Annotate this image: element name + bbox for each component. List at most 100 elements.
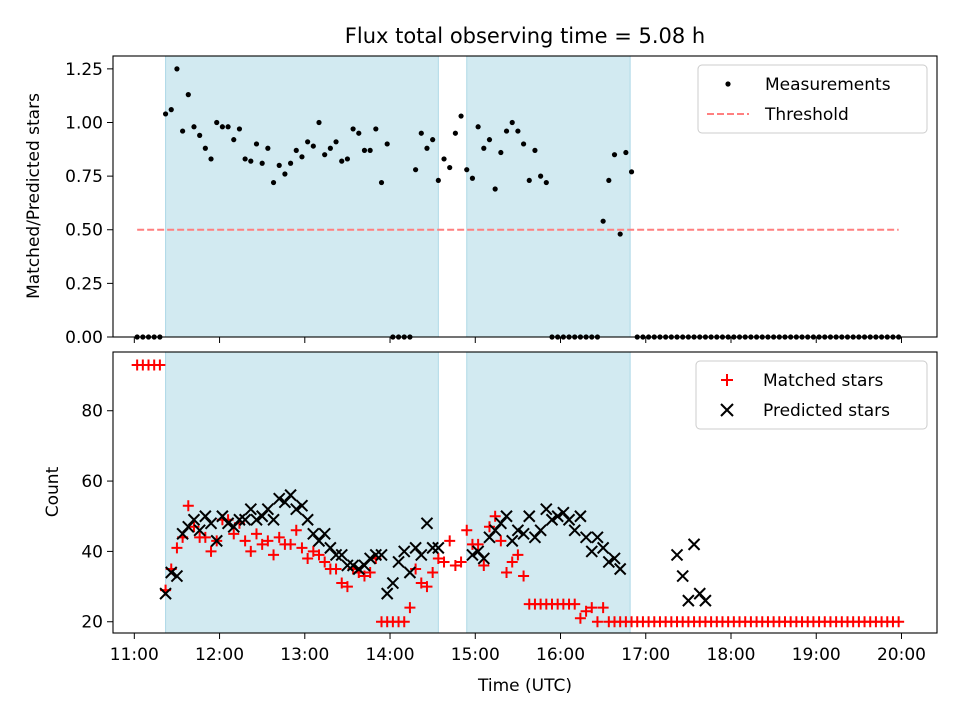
x-tick-label: 17:00	[621, 645, 670, 665]
predicted-point	[187, 513, 201, 526]
matched-point	[336, 577, 348, 589]
predicted-point	[380, 587, 394, 600]
measurement-point	[214, 119, 220, 126]
top-shaded-intervals	[165, 55, 631, 338]
measurement-point	[600, 218, 606, 224]
measurement-point	[447, 164, 453, 171]
matched-point	[245, 545, 257, 557]
measurement-point	[628, 169, 635, 175]
measurement-point	[333, 139, 339, 145]
measurement-point	[617, 231, 623, 237]
top-panel: 0.00 0.25 0.50 0.75 1.00 1.25 Matched/Predict…	[24, 55, 938, 348]
measurement-point	[515, 128, 521, 134]
measurement-point	[475, 124, 481, 130]
matched-point	[404, 602, 416, 614]
measurement-point	[310, 143, 316, 149]
predicted-point	[403, 566, 417, 579]
top-legend-box	[697, 64, 928, 134]
legend-matched-marker	[721, 374, 733, 386]
predicted-point	[295, 499, 309, 512]
matched-point	[483, 521, 495, 533]
measurement-point	[202, 145, 208, 151]
predicted-point	[290, 502, 303, 516]
matched-point	[415, 577, 427, 589]
matched-point	[262, 535, 274, 547]
predicted-point	[517, 527, 530, 541]
predicted-point	[250, 513, 263, 526]
x-tick-label: 13:00	[280, 645, 329, 665]
shaded-interval-1	[165, 55, 439, 338]
matched-point	[432, 552, 444, 564]
measurement-point	[350, 126, 356, 132]
measurement-point	[520, 141, 527, 147]
matched-point	[188, 521, 200, 533]
predicted-point	[170, 569, 184, 583]
y-tick-label: 80	[81, 402, 103, 422]
top-plot-frame	[112, 55, 938, 338]
measurement-point	[509, 119, 515, 126]
predicted-point	[352, 562, 365, 576]
bottom-legend-box	[695, 360, 928, 430]
bottom-series-layer	[131, 359, 905, 628]
measurement-point	[225, 124, 231, 130]
measurement-point	[276, 162, 282, 168]
y-tick-label: 0.25	[65, 274, 103, 294]
matched-point	[250, 528, 262, 540]
bottom-legend: Matched stars Predicted stars	[695, 360, 928, 430]
measurement-point	[185, 92, 191, 98]
bottom-y-axis: 20 40 60 80	[81, 402, 113, 633]
measurement-point	[384, 141, 390, 147]
matched-point	[574, 612, 586, 624]
predicted-point	[261, 502, 275, 516]
top-x-ticks	[133, 337, 902, 343]
measurement-point	[538, 173, 544, 179]
measurement-point	[236, 126, 243, 132]
predicted-point	[562, 513, 576, 526]
predicted-point	[477, 552, 491, 565]
matched-point	[199, 531, 211, 543]
matched-point	[506, 556, 518, 568]
measurement-point	[430, 137, 436, 143]
legend-predicted-label: Predicted stars	[763, 401, 890, 421]
matched-point	[239, 535, 251, 547]
matched-point	[893, 616, 905, 628]
top-legend: Measurements Threshold	[697, 64, 928, 134]
predicted-point	[341, 559, 354, 572]
predicted-point	[506, 534, 519, 548]
predicted-point	[540, 502, 553, 516]
predicted-point	[301, 513, 314, 526]
measurement-point	[606, 177, 612, 184]
predicted-point	[426, 541, 439, 555]
measurement-point	[339, 158, 345, 164]
matched-point	[597, 602, 609, 614]
shaded-interval-2	[466, 55, 631, 338]
predicted-point	[238, 513, 252, 526]
y-tick-label: 1.25	[65, 60, 103, 80]
predicted-point	[398, 545, 411, 558]
matched-point	[330, 563, 342, 575]
predicted-point	[613, 562, 627, 576]
top-y-axis: 0.00 0.25 0.50 0.75 1.00 1.25	[65, 60, 113, 348]
measurement-point	[532, 147, 538, 153]
measurement-point	[611, 152, 618, 158]
measurement-point	[270, 179, 277, 186]
predicted-point	[551, 510, 564, 523]
predicted-point	[165, 566, 178, 579]
measurement-point	[219, 124, 225, 130]
predicted-point	[318, 527, 331, 541]
matched-point	[319, 556, 331, 568]
legend-threshold-label: Threshold	[764, 105, 849, 125]
measurement-point	[344, 156, 351, 162]
matched-point	[290, 524, 302, 536]
measurement-point	[458, 113, 464, 119]
measurement-point	[248, 158, 254, 164]
predicted-point	[591, 531, 604, 544]
measurement-point	[503, 128, 510, 134]
predicted-point	[466, 548, 479, 562]
x-tick-label: 15:00	[451, 645, 500, 665]
matched-point	[449, 559, 461, 571]
figure-title: Flux total observing time = 5.08 h	[345, 24, 705, 48]
measurement-point	[356, 130, 362, 136]
y-tick-label: 0.50	[65, 221, 103, 241]
